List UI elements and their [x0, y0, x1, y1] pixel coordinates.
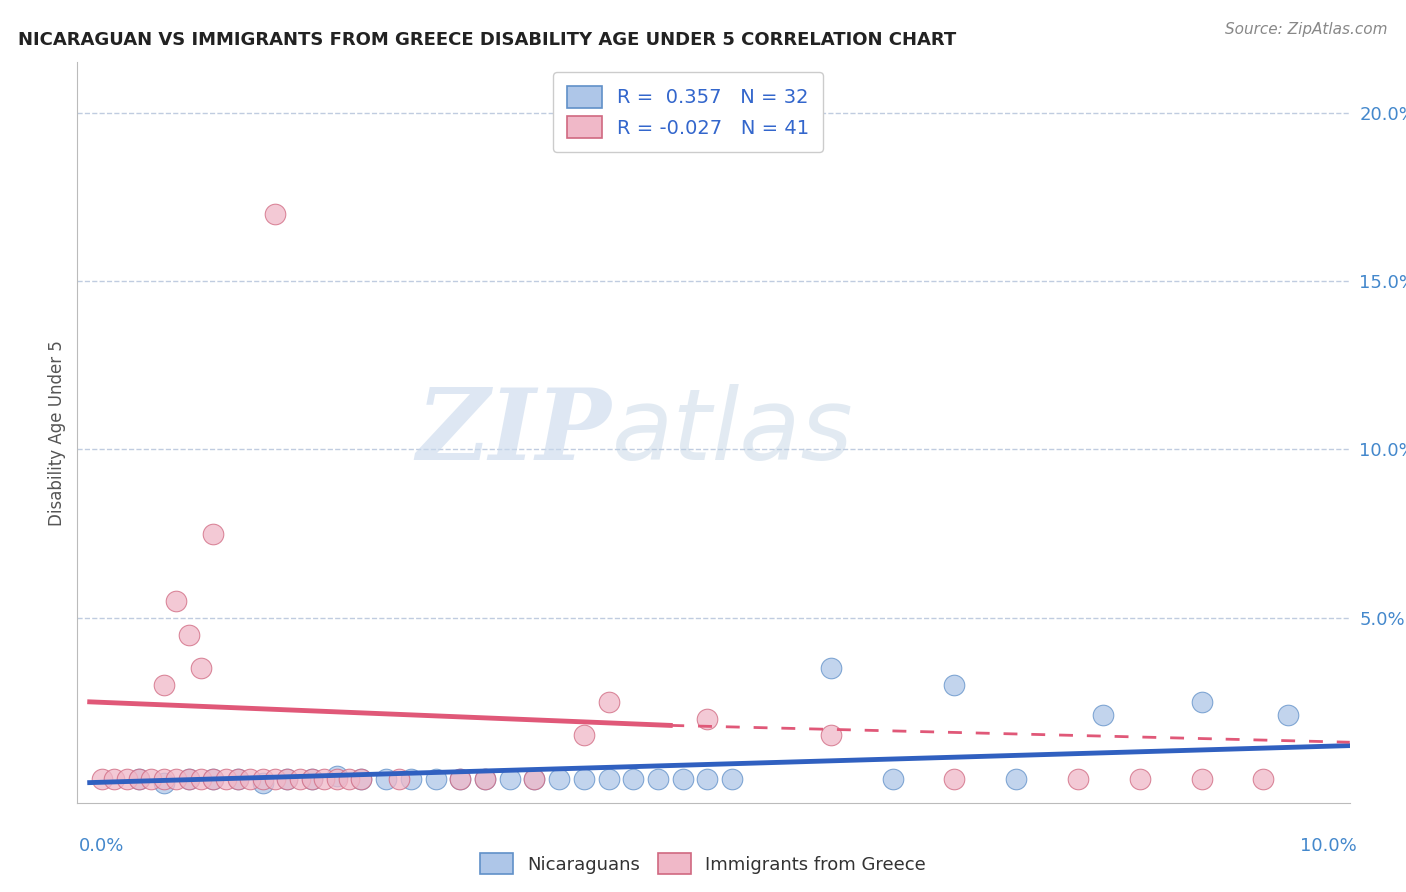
Point: [226, 772, 249, 787]
Point: [1277, 708, 1299, 723]
Point: [449, 772, 471, 787]
Point: [598, 695, 620, 709]
Legend: R =  0.357   N = 32, R = -0.027   N = 41: R = 0.357 N = 32, R = -0.027 N = 41: [553, 72, 823, 152]
Point: [202, 772, 225, 787]
Point: [326, 769, 349, 783]
Point: [1251, 772, 1274, 787]
Point: [647, 772, 669, 787]
Point: [115, 772, 138, 787]
Point: [252, 772, 274, 787]
Point: [141, 772, 163, 787]
Y-axis label: Disability Age Under 5: Disability Age Under 5: [48, 340, 66, 525]
Point: [598, 772, 620, 787]
Point: [177, 772, 200, 787]
Point: [337, 772, 360, 787]
Point: [1191, 695, 1213, 709]
Point: [548, 772, 571, 787]
Point: [1005, 772, 1028, 787]
Point: [399, 772, 422, 787]
Point: [1191, 772, 1213, 787]
Point: [288, 772, 311, 787]
Point: [943, 772, 966, 787]
Point: [1067, 772, 1090, 787]
Point: [190, 661, 212, 675]
Point: [153, 772, 176, 787]
Point: [226, 772, 249, 787]
Point: [153, 678, 176, 692]
Point: [523, 772, 546, 787]
Point: [621, 772, 644, 787]
Point: [375, 772, 398, 787]
Point: [474, 772, 496, 787]
Point: [239, 772, 262, 787]
Point: [425, 772, 447, 787]
Point: [202, 526, 225, 541]
Point: [326, 772, 349, 787]
Text: 0.0%: 0.0%: [79, 837, 124, 855]
Text: 10.0%: 10.0%: [1301, 837, 1357, 855]
Point: [499, 772, 522, 787]
Point: [820, 661, 842, 675]
Point: [276, 772, 298, 787]
Point: [696, 712, 718, 726]
Point: [672, 772, 695, 787]
Point: [1091, 708, 1114, 723]
Point: [523, 772, 546, 787]
Point: [177, 772, 200, 787]
Point: [128, 772, 150, 787]
Point: [177, 627, 200, 641]
Point: [103, 772, 125, 787]
Point: [91, 772, 114, 787]
Point: [214, 772, 236, 787]
Point: [165, 594, 187, 608]
Point: [721, 772, 744, 787]
Point: [1129, 772, 1152, 787]
Point: [153, 775, 176, 789]
Point: [165, 772, 187, 787]
Point: [190, 772, 212, 787]
Text: atlas: atlas: [612, 384, 853, 481]
Point: [314, 772, 336, 787]
Text: NICARAGUAN VS IMMIGRANTS FROM GREECE DISABILITY AGE UNDER 5 CORRELATION CHART: NICARAGUAN VS IMMIGRANTS FROM GREECE DIS…: [18, 31, 956, 49]
Point: [943, 678, 966, 692]
Point: [264, 207, 287, 221]
Point: [696, 772, 718, 787]
Point: [572, 729, 595, 743]
Point: [264, 772, 287, 787]
Legend: Nicaraguans, Immigrants from Greece: Nicaraguans, Immigrants from Greece: [472, 846, 934, 881]
Point: [449, 772, 471, 787]
Point: [301, 772, 323, 787]
Point: [128, 772, 150, 787]
Text: Source: ZipAtlas.com: Source: ZipAtlas.com: [1225, 22, 1388, 37]
Point: [387, 772, 409, 787]
Point: [350, 772, 373, 787]
Point: [882, 772, 904, 787]
Point: [474, 772, 496, 787]
Text: ZIP: ZIP: [416, 384, 612, 481]
Point: [350, 772, 373, 787]
Point: [276, 772, 298, 787]
Point: [301, 772, 323, 787]
Point: [820, 729, 842, 743]
Point: [252, 775, 274, 789]
Point: [572, 772, 595, 787]
Point: [202, 772, 225, 787]
